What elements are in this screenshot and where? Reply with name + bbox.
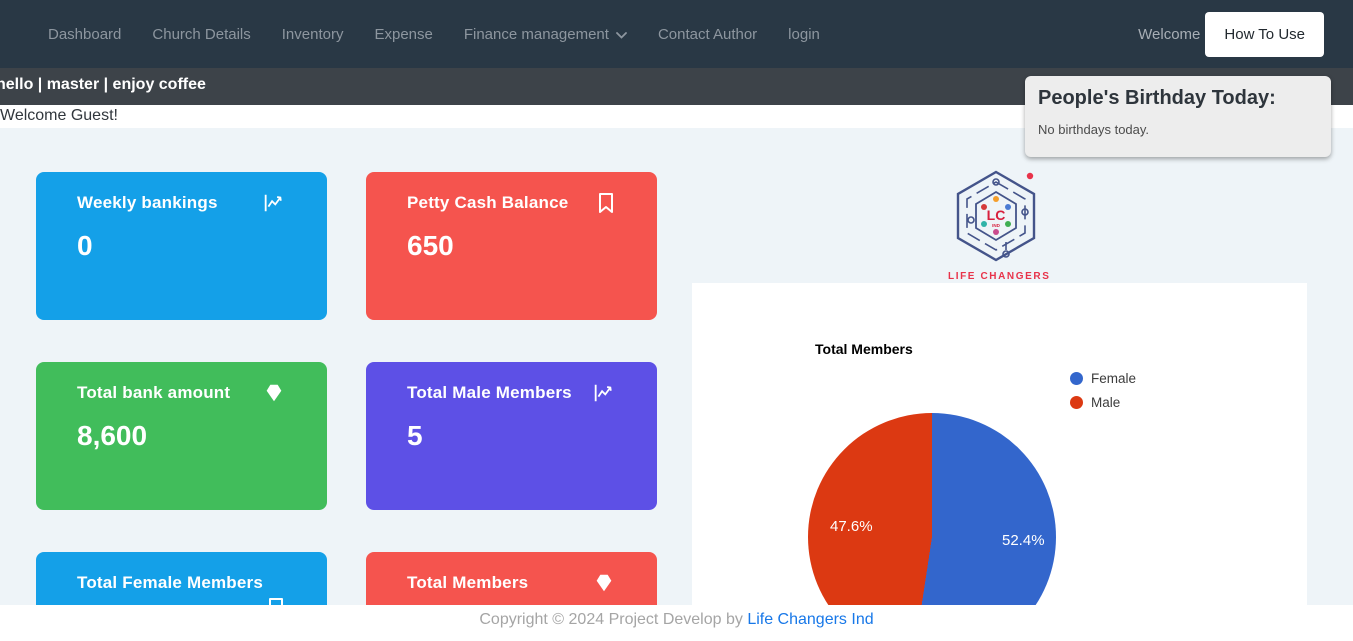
card-value: 8,600	[77, 420, 148, 451]
card-title: Petty Cash Balance	[407, 193, 569, 212]
legend-label: Female	[1091, 371, 1137, 386]
logo-caption: LIFE CHANGERS	[948, 271, 1051, 282]
card-title: Total Members	[407, 573, 529, 592]
pie-slice-label-female: 52.4%	[1002, 532, 1045, 549]
card-value: 650	[407, 230, 454, 261]
gem-icon	[263, 382, 285, 404]
stat-card-petty-cash: Petty Cash Balance 650	[366, 172, 657, 320]
nav-item-label: Finance management	[463, 25, 609, 43]
welcome-guest-text: Welcome Guest!	[0, 107, 118, 124]
nav-item-church-details[interactable]: Church Details	[152, 25, 251, 43]
how-to-use-button[interactable]: How To Use	[1205, 11, 1324, 57]
nav-items: Dashboard Church Details Inventory Expen…	[0, 26, 820, 43]
top-navbar: Dashboard Church Details Inventory Expen…	[0, 0, 1353, 68]
gem-icon	[593, 572, 615, 594]
legend-label: Male	[1091, 395, 1121, 410]
card-value: 0	[77, 230, 93, 261]
life-changers-logo: LC IND LIFE CHANGERS	[948, 168, 1051, 282]
navbar-right: Welcome How To Use	[1138, 11, 1353, 57]
card-title: Total bank amount	[77, 383, 231, 402]
footer-link-life-changers[interactable]: Life Changers Ind	[747, 611, 874, 628]
stat-card-total-bank-amount: Total bank amount 8,600	[36, 362, 327, 510]
welcome-strip: Welcome Guest!	[0, 105, 1353, 128]
stat-card-total-male-members: Total Male Members 5	[366, 362, 657, 510]
chart-title: Total Members	[815, 341, 913, 357]
nav-item-dashboard[interactable]: Dashboard	[48, 25, 122, 43]
birthday-panel: People's Birthday Today: No birthdays to…	[1025, 76, 1331, 157]
birthday-panel-title: People's Birthday Today:	[1038, 87, 1276, 109]
total-members-chart-card: Total Members Female Male 52.4% 47.6%	[692, 283, 1307, 641]
status-subbar-text: hello | master | enjoy coffee	[0, 76, 206, 93]
nav-item-contact-author[interactable]: Contact Author	[657, 25, 758, 43]
card-title: Total Male Members	[407, 383, 572, 402]
pie-chart[interactable]	[808, 413, 1056, 641]
legend-item-male: Male	[1070, 395, 1136, 410]
chevron-down-icon	[616, 31, 627, 39]
nav-item-expense[interactable]: Expense	[374, 25, 433, 43]
welcome-label: Welcome	[1138, 25, 1201, 43]
legend-item-female: Female	[1070, 371, 1136, 386]
stat-card-weekly-bankings: Weekly bankings 0	[36, 172, 327, 320]
bookmark-icon	[597, 192, 615, 214]
nav-item-login[interactable]: login	[788, 25, 820, 43]
logo-hexagon-graphic: LC IND	[956, 170, 1036, 262]
card-value: 5	[407, 420, 423, 451]
svg-text:LC: LC	[987, 207, 1006, 223]
pie-slice-label-male: 47.6%	[830, 518, 873, 535]
copyright-text: Copyright © 2024 Project Develop by	[479, 611, 748, 628]
legend-marker-female	[1070, 372, 1083, 385]
card-title: Total Female Members	[77, 573, 264, 592]
svg-text:IND: IND	[992, 223, 1001, 228]
birthday-panel-message: No birthdays today.	[1038, 122, 1150, 137]
chart-line-icon	[591, 382, 615, 404]
card-title: Weekly bankings	[77, 193, 218, 212]
footer: Copyright © 2024 Project Develop by Life…	[0, 605, 1353, 641]
chart-line-icon	[261, 192, 285, 214]
nav-item-finance-management[interactable]: Finance management	[464, 26, 627, 43]
nav-item-inventory[interactable]: Inventory	[281, 25, 344, 43]
chart-legend: Female Male	[1070, 371, 1136, 410]
legend-marker-male	[1070, 396, 1083, 409]
